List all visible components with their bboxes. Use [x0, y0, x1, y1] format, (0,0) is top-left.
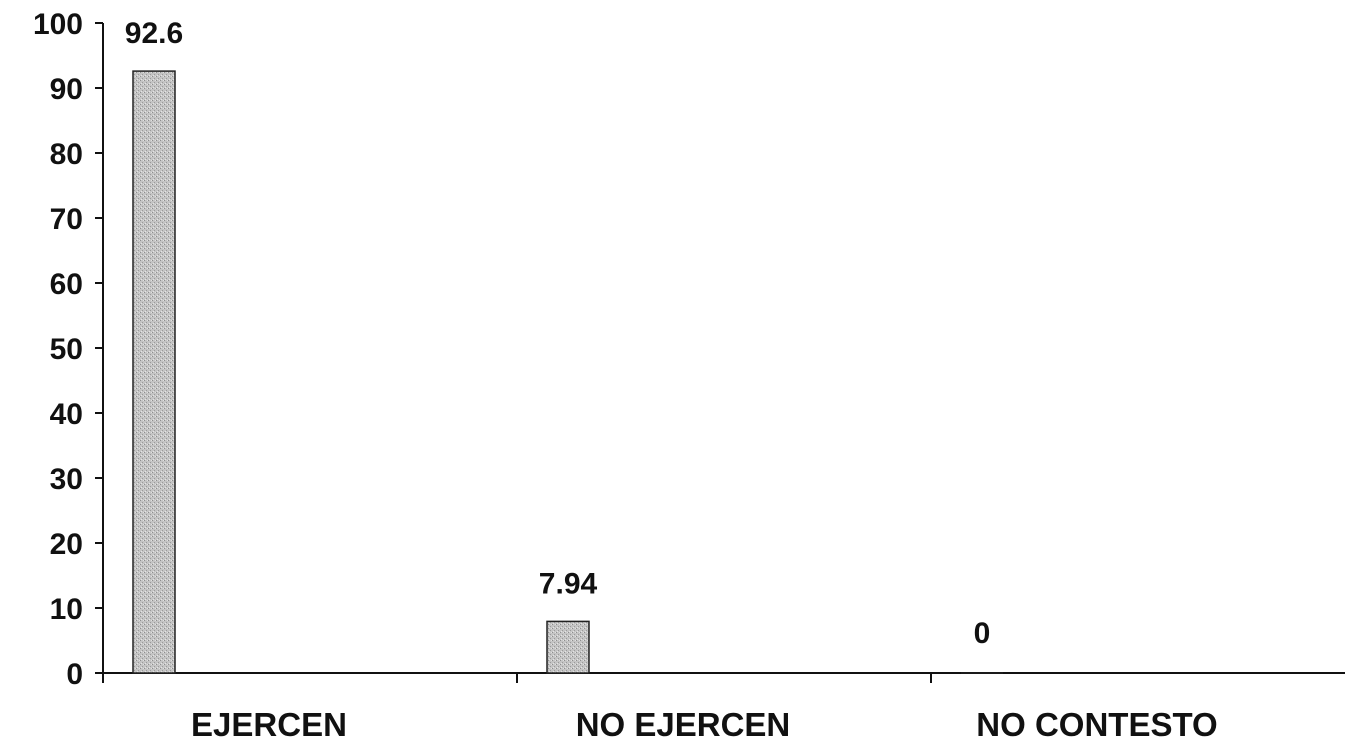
x-category-label-1: EJERCEN: [191, 706, 347, 740]
y-tick-label: 10: [50, 593, 83, 626]
y-tick-label: 30: [50, 463, 83, 496]
y-tick-label: 100: [33, 8, 83, 41]
x-category-label-2: NO EJERCEN: [576, 706, 791, 740]
y-tick-label: 90: [50, 73, 83, 106]
bar-1: [132, 70, 176, 674]
y-tick-label: 20: [50, 528, 83, 561]
y-tick-label: 50: [50, 333, 83, 366]
y-tick-label: 40: [50, 398, 83, 431]
y-tick-label: 0: [66, 658, 83, 691]
y-tick-label: 80: [50, 138, 83, 171]
data-labels: 92.6 7.94 0: [125, 17, 991, 650]
y-tick-label: 60: [50, 268, 83, 301]
data-label-3: 0: [974, 617, 991, 650]
x-axis: EJERCEN NO EJERCEN NO CONTESTO: [95, 672, 1345, 743]
data-label-2: 7.94: [539, 567, 598, 600]
x-category-label-3: NO CONTESTO: [976, 706, 1217, 740]
bars: [132, 70, 1003, 674]
data-label-1: 92.6: [125, 17, 183, 50]
bar-2: [546, 620, 590, 674]
y-axis: 0 10 20 30 40 50 60 70 80 90 100: [33, 8, 104, 691]
y-tick-label: 70: [50, 203, 83, 236]
